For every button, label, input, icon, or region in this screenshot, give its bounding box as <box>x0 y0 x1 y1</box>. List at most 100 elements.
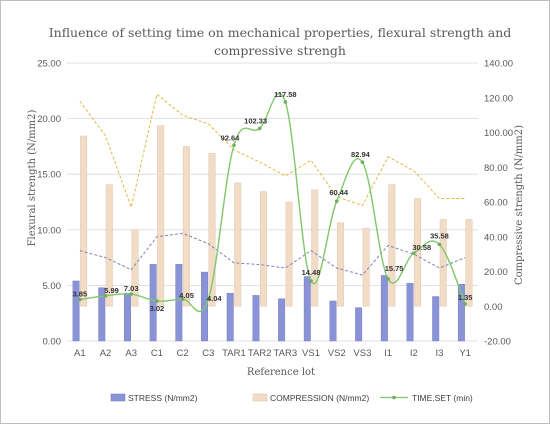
time-set-data-label: 30.58 <box>412 243 431 252</box>
time-set-data-label: 117.58 <box>274 90 297 99</box>
bar-compression <box>131 229 139 307</box>
legend-swatch-stress <box>110 393 126 402</box>
time-set-data-label: 82.94 <box>351 150 371 159</box>
bar-stress <box>149 264 157 342</box>
y-right-tick-label: 20.00 <box>484 267 508 278</box>
time-set-data-label: 4.04 <box>207 294 222 303</box>
bar-compression <box>208 153 216 307</box>
time-set-point <box>360 160 365 164</box>
x-tick-label: Y1 <box>459 348 471 359</box>
y-right-tick-label: 0.00 <box>484 302 503 313</box>
chart-title-line-2: compressive strengh <box>214 43 346 58</box>
x-tick-label: A1 <box>74 348 86 359</box>
y-right-tick-label: 60.00 <box>484 198 508 209</box>
axis-ticks: 0.00 5.00 10.00 15.00 20.00 25.00 -20.00 0.00 20… <box>37 59 513 360</box>
x-tick-label: TAR1 <box>222 348 246 359</box>
x-tick-label: TAR2 <box>248 348 272 359</box>
legend-label-compression: COMPRESSION (N/mm2) <box>270 393 369 403</box>
y-left-tick-label: 5.00 <box>43 281 62 292</box>
x-tick-label: I3 <box>436 348 444 359</box>
time-set-point <box>309 279 313 283</box>
bar-stress <box>278 298 286 342</box>
bar-stress <box>457 284 465 342</box>
series-lines <box>78 92 467 313</box>
y-left-tick-label: 15.00 <box>37 170 61 181</box>
bar-compression <box>105 184 113 307</box>
y-left-tick-label: 0.00 <box>43 337 62 348</box>
y-left-tick-label: 25.00 <box>37 59 61 70</box>
y-left-tick-label: 20.00 <box>37 114 61 125</box>
time-set-point <box>437 242 442 247</box>
time-set-data-label: 4.05 <box>179 291 194 300</box>
bar-stress <box>329 300 337 342</box>
legend-label-stress: STRESS (N/mm2) <box>128 393 198 403</box>
bar-compression <box>285 201 293 307</box>
time-set-point <box>386 277 390 281</box>
time-set-point <box>78 297 82 302</box>
bar-compression <box>311 189 319 307</box>
bar-stress <box>124 292 131 342</box>
bars <box>72 125 473 342</box>
x-tick-label: C1 <box>151 348 163 359</box>
x-tick-label: VS3 <box>353 348 371 359</box>
x-tick-label: I2 <box>410 348 418 359</box>
bar-compression <box>182 146 190 307</box>
dashed-trend-line <box>79 232 466 276</box>
y-right-tick-label: 100.00 <box>484 128 513 139</box>
x-tick-label: VS2 <box>328 348 346 359</box>
time-set-data-label: 3.85 <box>73 290 88 299</box>
legend: STRESS (N/mm2) COMPRESSION (N/mm2) TIME.… <box>110 393 473 403</box>
time-set-point <box>283 100 288 104</box>
bar-compression <box>465 219 473 307</box>
chart-title: Influence of setting time on mechanical … <box>40 24 520 60</box>
x-tick-label: I1 <box>384 348 392 359</box>
x-tick-label: TAR3 <box>274 348 298 359</box>
y-right-tick-label: -20.00 <box>484 337 511 348</box>
bar-compression <box>157 125 165 307</box>
x-tick-label: A2 <box>100 348 112 359</box>
time-set-point <box>232 143 236 148</box>
time-set-point <box>180 297 185 302</box>
y-right-tick-label: 140.00 <box>484 59 513 70</box>
time-set-data-label: 5.99 <box>104 286 119 295</box>
bar-compression <box>259 191 267 307</box>
time-set-point <box>257 126 262 131</box>
bar-compression <box>234 182 242 307</box>
y-left-tick-label: 10.00 <box>37 225 61 236</box>
time-set-data-label: 102.33 <box>244 116 267 125</box>
chart-title-line-1: Influence of setting time on mechanical … <box>48 25 512 40</box>
time-set-point <box>129 292 134 296</box>
bar-stress <box>252 295 260 342</box>
time-set-data-label: 1.35 <box>458 293 473 302</box>
bar-stress <box>226 292 234 342</box>
time-set-point <box>103 294 108 298</box>
x-tick-label: A3 <box>125 348 137 359</box>
bar-compression <box>80 135 88 307</box>
legend-label-time-set: TIME.SET (min) <box>412 393 473 403</box>
x-tick-label: C3 <box>202 348 214 359</box>
bar-compression <box>362 227 370 307</box>
y-right-tick-label: 80.00 <box>484 163 508 174</box>
bar-compression <box>439 219 447 307</box>
time-set-data-label: 14.48 <box>302 268 321 277</box>
x-axis-label: Reference lot <box>247 367 315 378</box>
bar-stress <box>175 264 183 342</box>
y-axis-left-label: Flexural strength (N/mm2) <box>27 109 38 246</box>
bar-stress <box>406 282 414 342</box>
time-set-point <box>463 302 467 306</box>
dashed-trend-line <box>79 93 466 209</box>
bar-stress <box>303 276 311 342</box>
time-set-data-label: 15.75 <box>385 264 404 273</box>
time-set-data-label: 35.58 <box>430 231 449 240</box>
time-set-data-label: 60.44 <box>329 188 349 197</box>
time-set-data-label: 7.03 <box>124 284 139 293</box>
bar-compression <box>337 222 344 307</box>
time-set-point <box>155 299 159 303</box>
bar-stress <box>98 287 106 342</box>
legend-swatch-compression <box>252 393 268 402</box>
legend-marker-time-set <box>392 395 396 400</box>
time-set-point <box>334 199 339 204</box>
x-tick-label: VS1 <box>302 348 320 359</box>
